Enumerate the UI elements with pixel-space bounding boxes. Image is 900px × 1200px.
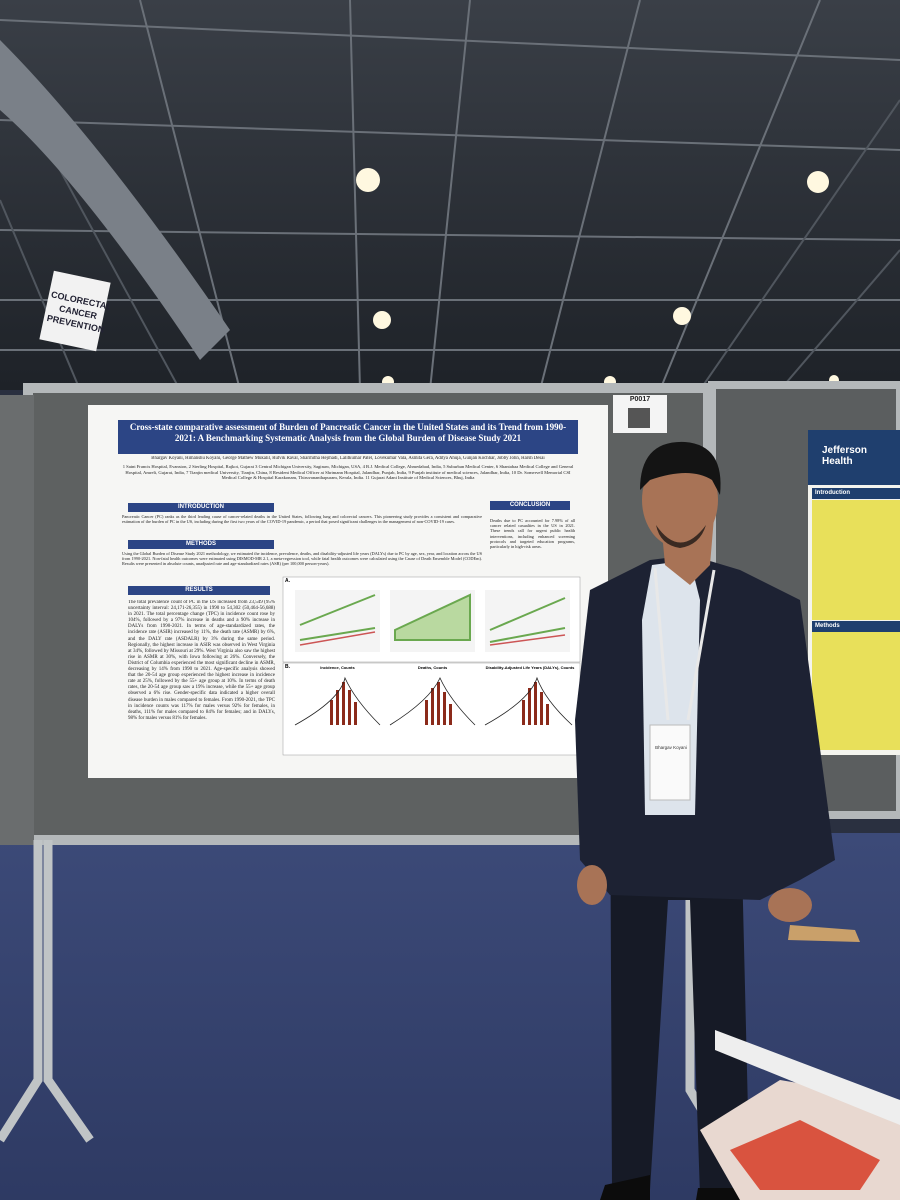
section-heading: CONCLUSION [490, 501, 570, 510]
poster-charts [282, 576, 581, 756]
left-board [0, 395, 34, 845]
section-heading: INTRODUCTION [128, 503, 274, 512]
section-text: Deaths due to PC accounted for 7.98% of … [490, 518, 575, 550]
bag-print [730, 1120, 880, 1190]
trusses [0, 0, 900, 391]
duct [0, 40, 230, 360]
right-logo: Jefferson Health [822, 445, 868, 467]
poster-authors: Bhargav Koyani, Himanshu Koyani, George … [151, 456, 545, 461]
chart-title: Incidence, Counts [320, 665, 355, 670]
hanging-sign [39, 270, 111, 352]
chart-title: Disability-Adjusted Life Years (DALYs), … [485, 665, 575, 670]
qr-code [628, 408, 650, 428]
shoe-background [788, 925, 860, 942]
section-text: Using the Global Burden of Disease Study… [122, 551, 482, 567]
right-methods-box [812, 632, 900, 750]
right-heading: Methods [812, 621, 900, 632]
section-heading: RESULTS [128, 586, 270, 595]
section-text: Pancreatic Cancer (PC) ranks as the thir… [122, 514, 482, 525]
section-heading: METHODS [128, 540, 274, 549]
person [575, 441, 835, 1200]
chart-title: Deaths, Counts [417, 665, 448, 670]
title-bar [118, 420, 578, 454]
poster-affiliations: 1 Saint Francis Hospital, Evanston, 2 St… [122, 464, 574, 480]
poster-id: P0017 [629, 396, 651, 403]
paper-roll [715, 1030, 900, 1125]
section-text: The total prevalence count of PC in the … [128, 600, 275, 721]
lights [356, 168, 839, 388]
badge-name: Bhargav Koyani [655, 745, 687, 750]
panel-label: A. [285, 578, 290, 584]
poster-title: Cross-state comparative assessment of Bu… [129, 422, 567, 443]
right-poster-header [808, 430, 900, 485]
panel-label: B. [285, 664, 290, 670]
right-heading: Introduction [812, 488, 900, 499]
right-intro-box [812, 500, 900, 620]
